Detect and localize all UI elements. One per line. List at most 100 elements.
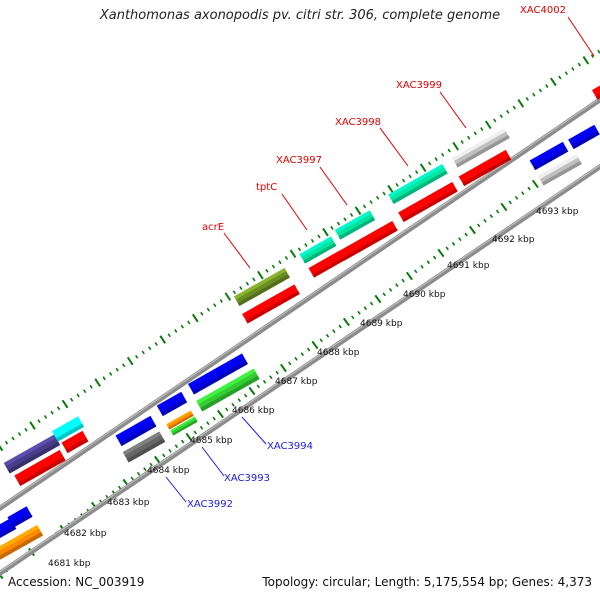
- scale-label: 4687 kbp: [275, 377, 318, 387]
- scale-tick: [310, 238, 315, 243]
- gene-label[interactable]: XAC3993: [224, 473, 270, 484]
- scale-tick: [426, 260, 431, 265]
- scale-tick: [427, 161, 432, 166]
- scale-tick: [213, 303, 217, 308]
- scale-tick: [514, 195, 519, 200]
- gene-label[interactable]: tptC: [256, 182, 277, 193]
- scale-tick: [577, 62, 582, 67]
- scale-tick: [532, 92, 536, 97]
- feature-darkgray[interactable]: [122, 431, 166, 463]
- scale-tick: [483, 218, 487, 223]
- feature-red[interactable]: [458, 149, 512, 187]
- feature-red[interactable]: [242, 284, 300, 324]
- feature-red[interactable]: [308, 250, 346, 278]
- scale-tick: [206, 307, 210, 312]
- scale-tick: [351, 315, 355, 320]
- scale-tick: [69, 397, 74, 402]
- feature-green[interactable]: [170, 416, 198, 436]
- scale-tick: [154, 341, 158, 346]
- scale-tick: [571, 66, 575, 71]
- gene-label-leader: [223, 232, 251, 269]
- gene-label[interactable]: acrE: [202, 222, 224, 233]
- feature-orange[interactable]: [0, 525, 44, 565]
- gene-label[interactable]: XAC3997: [276, 155, 322, 166]
- gene-label-leader: [201, 446, 225, 477]
- feature-blue[interactable]: [188, 353, 248, 395]
- scale-tick: [395, 182, 399, 187]
- feature-blue[interactable]: [0, 518, 17, 542]
- gene-label-leader: [165, 476, 187, 503]
- feature-gray[interactable]: [452, 128, 510, 168]
- scale-tick: [143, 467, 147, 472]
- gene-label-leader: [567, 16, 595, 57]
- feature-red[interactable]: [592, 84, 600, 100]
- gene-label-leader: [319, 166, 348, 206]
- scale-label: 4686 kbp: [232, 406, 275, 416]
- gene-label-leader: [379, 127, 409, 167]
- feature-red[interactable]: [14, 449, 66, 487]
- scale-tick: [248, 386, 256, 396]
- feature-olive[interactable]: [234, 267, 290, 307]
- scale-tick: [489, 214, 494, 219]
- scale-label: 4690 kbp: [403, 290, 446, 300]
- scale-tick: [24, 427, 28, 432]
- scale-tick: [564, 71, 569, 76]
- scale-tick: [199, 425, 204, 430]
- scale-label: 4685 kbp: [190, 436, 233, 446]
- scale-tick: [508, 200, 512, 205]
- scale-tick: [512, 105, 516, 110]
- gene-label[interactable]: XAC3992: [187, 499, 233, 510]
- feature-teal[interactable]: [334, 210, 376, 240]
- scale-tick: [525, 97, 529, 101]
- scale-tick: [382, 191, 386, 196]
- feature-slate[interactable]: [3, 434, 61, 474]
- scale-tick: [484, 120, 492, 130]
- feature-blue[interactable]: [156, 391, 188, 417]
- feature-green[interactable]: [196, 368, 260, 412]
- feature-blue[interactable]: [7, 506, 33, 528]
- scale-tick: [89, 384, 93, 389]
- scale-tick: [432, 255, 437, 260]
- scale-tick: [17, 432, 22, 437]
- gene-label[interactable]: XAC3999: [396, 80, 442, 91]
- scale-tick: [538, 88, 542, 93]
- scale-tick: [141, 350, 145, 355]
- gene-label-leader: [241, 416, 267, 445]
- gene-label-leader: [281, 193, 308, 231]
- scale-tick: [168, 448, 172, 453]
- scale-tick: [420, 264, 424, 269]
- gene-label[interactable]: XAC4002: [520, 5, 566, 16]
- scale-tick: [29, 421, 36, 430]
- gene-features: [0, 84, 600, 565]
- scale-tick: [279, 363, 287, 373]
- scale-tick: [252, 277, 256, 282]
- feature-blue[interactable]: [529, 141, 569, 171]
- feature-blue[interactable]: [115, 415, 157, 447]
- feature-teal[interactable]: [299, 236, 337, 264]
- scale-tick: [149, 462, 153, 467]
- scale-tick: [102, 376, 106, 381]
- feature-gray[interactable]: [538, 154, 582, 186]
- accession-label: Accession: NC_003919: [8, 575, 145, 589]
- gene-label[interactable]: XAC3994: [267, 441, 313, 452]
- scale-tick: [434, 157, 438, 162]
- feature-red[interactable]: [61, 430, 89, 454]
- feature-orange[interactable]: [166, 410, 194, 430]
- scale-tick: [480, 127, 484, 131]
- feature-red[interactable]: [398, 181, 458, 223]
- scale-tick: [531, 179, 539, 189]
- feature-cyan[interactable]: [51, 416, 85, 442]
- scale-tick: [419, 163, 427, 173]
- gene-label[interactable]: XAC3998: [335, 117, 381, 128]
- scale-tick: [174, 444, 179, 449]
- scale-tick: [225, 407, 229, 412]
- scale-tick: [388, 287, 393, 292]
- scale-tick: [458, 237, 462, 242]
- scale-tick: [269, 375, 273, 380]
- feature-red[interactable]: [338, 220, 398, 262]
- scale-tick: [224, 292, 232, 301]
- feature-teal[interactable]: [388, 163, 448, 205]
- scale-tick: [343, 217, 347, 222]
- feature-blue[interactable]: [568, 124, 600, 150]
